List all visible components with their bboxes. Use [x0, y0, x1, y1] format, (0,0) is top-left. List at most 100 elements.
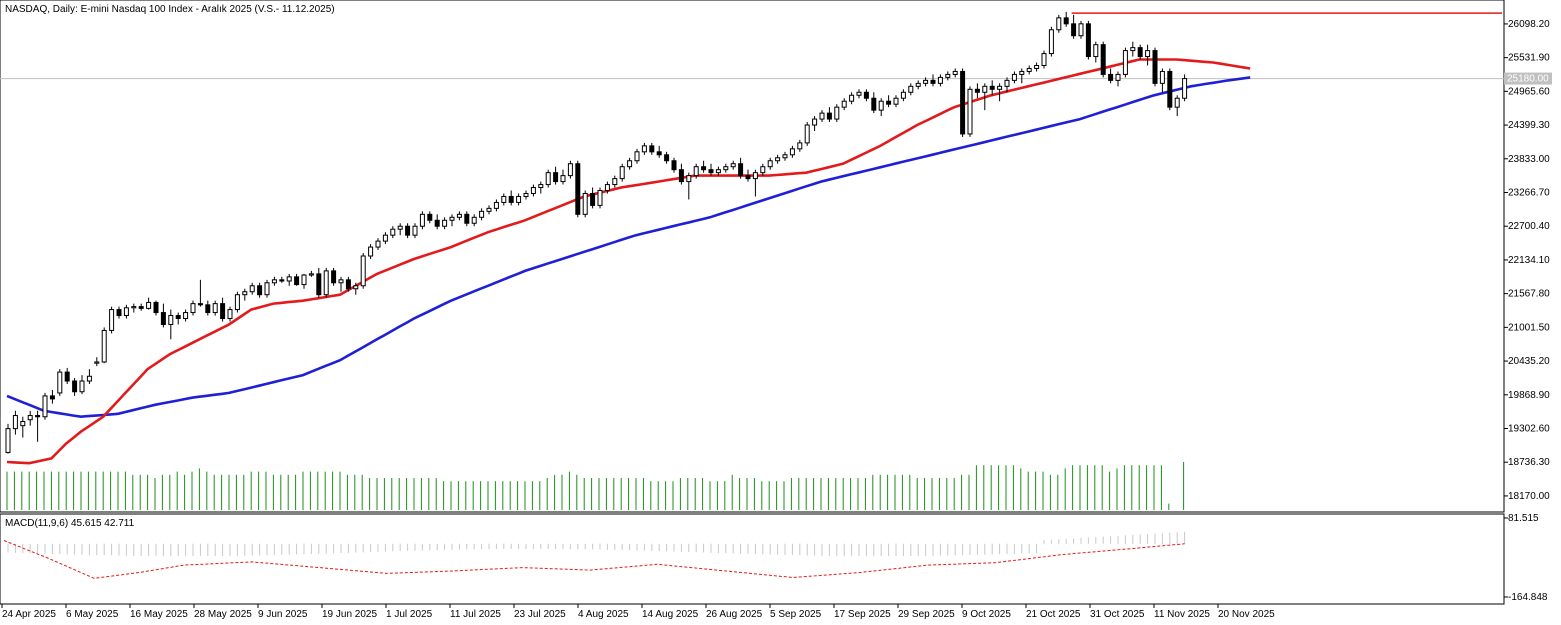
candle-body: [723, 166, 729, 171]
candle-body: [168, 315, 174, 325]
candle-body: [627, 160, 633, 168]
candle: [242, 288, 248, 301]
price-tick-label: 18736.30: [1508, 457, 1550, 468]
candle-body: [405, 225, 411, 236]
candle-body: [27, 415, 33, 421]
price-tick-label: 18170.00: [1508, 491, 1550, 502]
candle: [42, 392, 48, 420]
candle-body: [64, 371, 70, 382]
candle: [131, 303, 137, 313]
candle-body: [530, 187, 536, 194]
candle-body: [686, 175, 692, 183]
candle: [908, 83, 914, 96]
candle-body: [72, 380, 78, 393]
candle: [1167, 68, 1173, 111]
candle: [220, 297, 226, 322]
candle-body: [590, 192, 596, 206]
price-tick-label: 22700.40: [1508, 221, 1550, 232]
candle: [316, 267, 322, 298]
candle: [405, 223, 411, 239]
candle: [1152, 47, 1158, 87]
candle-body: [893, 97, 899, 105]
candle: [257, 282, 263, 298]
candle-body: [205, 304, 211, 314]
candle-body: [575, 163, 581, 215]
candle: [900, 89, 906, 102]
candle: [286, 273, 292, 286]
candle-body: [12, 415, 18, 430]
date-tick-label: 24 Apr 2025: [2, 609, 56, 620]
candle: [1174, 95, 1180, 117]
candle-body: [331, 270, 337, 284]
candle: [1159, 68, 1165, 93]
candle-body: [545, 172, 551, 186]
date-tick-label: 23 Jul 2025: [514, 609, 566, 620]
candle: [331, 267, 337, 286]
candle-body: [227, 309, 233, 320]
volume-bars: [6, 462, 1185, 510]
candle: [1034, 62, 1040, 72]
candle: [397, 223, 403, 236]
candle-body: [982, 85, 988, 93]
candle: [35, 410, 41, 442]
candle-body: [930, 79, 936, 84]
candle-body: [1159, 70, 1165, 84]
candle-body: [856, 91, 862, 96]
candle: [1122, 47, 1128, 78]
candle-body: [1115, 73, 1121, 81]
candle: [849, 92, 855, 105]
candle: [1145, 44, 1151, 66]
candle: [686, 172, 692, 200]
candle-body: [567, 163, 573, 177]
candle-body: [708, 169, 714, 174]
candle-body: [678, 169, 684, 183]
candle-body: [1093, 44, 1099, 58]
candle-body: [323, 270, 329, 296]
price-tick-label: 23833.00: [1508, 154, 1550, 165]
candle: [982, 83, 988, 111]
candle: [545, 169, 551, 188]
candle-body: [153, 301, 159, 314]
candle: [390, 226, 396, 239]
macd-indicator: [3, 531, 1186, 579]
candle: [138, 303, 144, 311]
price-axis: 26098.20 25531.90 24965.60 24399.30 23833.00…: [1504, 19, 1550, 502]
candle: [1071, 14, 1077, 39]
candle: [649, 142, 655, 155]
candle-body: [664, 154, 670, 162]
candle-body: [1004, 79, 1010, 87]
candle: [175, 312, 181, 325]
candle-body: [1034, 64, 1040, 69]
candle-body: [634, 151, 640, 162]
candle: [745, 169, 751, 182]
candle-body: [427, 213, 433, 221]
candle-body: [649, 145, 655, 153]
candle-body: [804, 124, 810, 144]
candle: [12, 410, 18, 435]
candle-body: [960, 70, 966, 135]
candle: [294, 273, 300, 286]
candle: [826, 107, 832, 123]
candle-body: [886, 100, 892, 105]
candlesticks: [5, 11, 1188, 454]
candle: [516, 193, 522, 206]
candle-body: [86, 375, 92, 382]
candle-body: [138, 306, 144, 309]
candle-body: [20, 421, 26, 427]
candle-body: [878, 100, 884, 111]
candle: [1019, 68, 1025, 84]
candle-body: [501, 195, 507, 203]
date-tick-label: 9 Jun 2025: [258, 609, 308, 620]
candle: [375, 238, 381, 251]
candle: [434, 214, 440, 230]
candle-body: [279, 279, 285, 282]
candle-body: [1048, 29, 1054, 55]
candle: [945, 71, 951, 81]
candle-body: [109, 309, 115, 331]
candle-body: [767, 160, 773, 168]
candle-body: [797, 142, 803, 150]
candle: [960, 68, 966, 137]
candle: [1137, 44, 1143, 60]
candle: [1182, 74, 1188, 102]
candle: [604, 181, 610, 194]
